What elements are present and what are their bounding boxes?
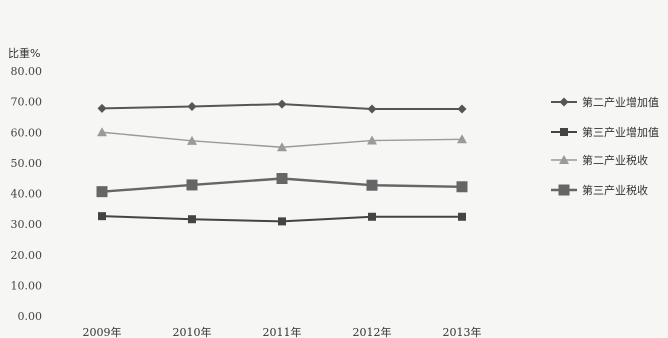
x-tick-label: 2013年 <box>443 325 482 338</box>
y-tick-label: 20.00 <box>11 249 43 262</box>
series-1-point <box>457 104 467 114</box>
series-4-point <box>366 179 378 191</box>
legend-label: 第三产业税收 <box>582 183 648 197</box>
series-3-point <box>457 134 467 144</box>
legend-item-1: 第二产业增加值 <box>551 95 659 109</box>
series-4-point <box>456 181 468 193</box>
legend-marker <box>558 184 570 196</box>
series-2-point <box>278 217 286 226</box>
x-axis: 2009年 2010年 2011年 2012年 2013年 <box>83 325 482 338</box>
series-3-point <box>277 142 287 152</box>
series-3-point <box>97 127 107 137</box>
series-1-point <box>277 99 287 109</box>
series-2 <box>98 212 466 226</box>
legend-item-3: 第二产业税收 <box>551 153 648 167</box>
series-4-point <box>186 179 198 191</box>
y-tick-label: 60.00 <box>11 126 43 139</box>
series-4-point <box>96 186 108 198</box>
y-axis: 0.00 10.00 20.00 30.00 40.00 50.00 60.00 70.00 8… <box>11 65 43 323</box>
series-1-point <box>367 104 377 114</box>
y-tick-label: 0.00 <box>18 310 43 323</box>
y-tick-label: 40.00 <box>11 188 43 201</box>
series-1-point <box>97 103 107 113</box>
x-tick-label: 2009年 <box>83 325 122 338</box>
series-2-point <box>188 215 196 224</box>
series-1 <box>97 99 467 114</box>
legend-item-4: 第三产业税收 <box>551 183 648 197</box>
plot-area <box>96 99 468 226</box>
series-3 <box>97 127 467 152</box>
y-tick-label: 80.00 <box>11 65 43 78</box>
x-tick-label: 2011年 <box>263 325 302 338</box>
legend-label: 第二产业增加值 <box>582 95 659 109</box>
series-4-point <box>276 172 288 184</box>
series-4 <box>96 172 468 198</box>
series-2-point <box>98 212 106 221</box>
y-tick-label: 30.00 <box>11 218 43 231</box>
x-tick-label: 2010年 <box>173 325 212 338</box>
legend-marker <box>560 128 568 136</box>
legend-label: 第二产业税收 <box>582 153 648 167</box>
series-1-point <box>187 102 197 112</box>
legend-label: 第三产业增加值 <box>582 125 659 139</box>
series-3-point <box>367 135 377 145</box>
y-tick-label: 50.00 <box>11 157 43 170</box>
legend-item-2: 第三产业增加值 <box>551 125 659 139</box>
x-tick-label: 2012年 <box>353 325 392 338</box>
y-tick-label: 10.00 <box>11 279 43 292</box>
legend-marker <box>559 97 569 107</box>
series-2-point <box>458 212 466 221</box>
y-tick-label: 70.00 <box>11 96 43 109</box>
legend-marker <box>559 155 569 164</box>
series-2-point <box>368 212 376 221</box>
y-axis-title: 比重% <box>8 46 40 60</box>
series-3-point <box>187 135 197 145</box>
